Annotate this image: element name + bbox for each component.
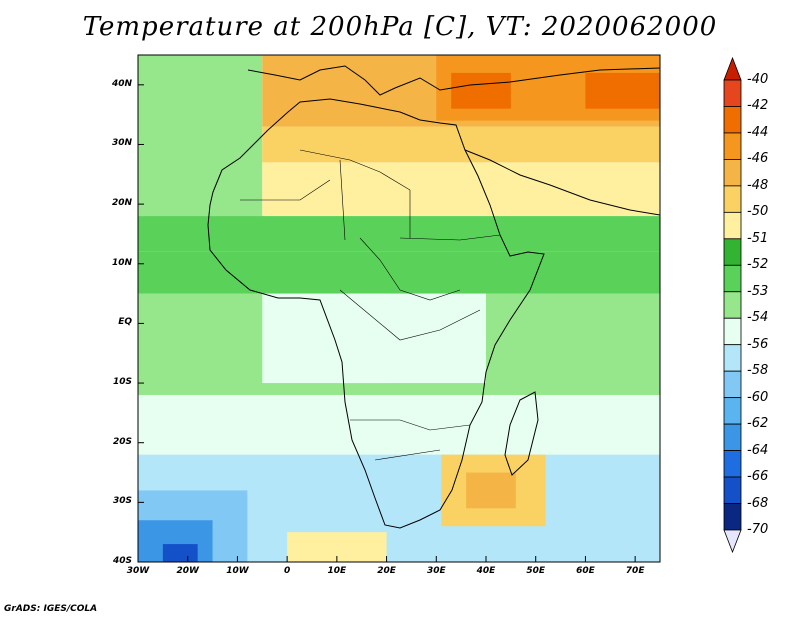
field-region-11 <box>163 544 198 562</box>
colorbar-box <box>724 371 741 397</box>
lat-label: 20S <box>92 437 132 447</box>
colorbar-label: -58 <box>747 363 768 378</box>
lat-label: 20N <box>92 198 132 208</box>
field-region-13 <box>262 294 386 383</box>
colorbar-box <box>724 504 741 530</box>
field-region-4 <box>138 216 660 252</box>
colorbar-box <box>724 186 741 212</box>
lon-label: 60E <box>565 566 605 576</box>
colorbar-top-arrow <box>724 58 741 80</box>
colorbar-box <box>724 424 741 450</box>
field-region-1 <box>138 395 660 455</box>
lat-label: 30N <box>92 138 132 148</box>
colorbar-label: -46 <box>747 151 768 166</box>
colorbar-box <box>724 239 741 265</box>
lat-label: 10S <box>92 377 132 387</box>
lon-label: 20E <box>367 566 407 576</box>
colorbar-bottom-arrow <box>724 530 741 552</box>
colorbar-label: -53 <box>747 284 768 299</box>
lon-label: 50E <box>516 566 556 576</box>
colorbar-box <box>724 345 741 371</box>
colorbar-label: -40 <box>747 72 768 87</box>
colorbar-box <box>724 80 741 106</box>
colorbar-label: -68 <box>747 496 768 511</box>
lat-label: 40N <box>92 79 132 89</box>
lat-label: EQ <box>92 317 132 327</box>
lon-label: 40E <box>466 566 506 576</box>
colorbar-label: -44 <box>747 125 768 140</box>
lon-label: 30W <box>118 566 158 576</box>
colorbar-box <box>724 318 741 344</box>
colorbar <box>724 58 741 552</box>
colorbar-label: -52 <box>747 257 768 272</box>
colorbar-label: -50 <box>747 204 768 219</box>
field-region-7 <box>262 127 660 163</box>
lon-label: 10W <box>217 566 257 576</box>
colorbar-label: -62 <box>747 416 768 431</box>
colorbar-box <box>724 212 741 238</box>
colorbar-label: -56 <box>747 337 768 352</box>
colorbar-label: -66 <box>747 469 768 484</box>
lon-label: 30E <box>416 566 456 576</box>
lat-label: 40S <box>92 556 132 566</box>
colorbar-box <box>724 265 741 291</box>
colorbar-label: -64 <box>747 443 768 458</box>
colorbar-label: -48 <box>747 178 768 193</box>
field-region-18 <box>451 73 511 109</box>
colorbar-label: -51 <box>747 231 768 246</box>
colorbar-box <box>724 398 741 424</box>
field-region-5 <box>138 55 262 216</box>
colorbar-label: -60 <box>747 390 768 405</box>
field-region-19 <box>585 73 660 109</box>
colorbar-box <box>724 477 741 503</box>
colorbar-box <box>724 159 741 185</box>
lon-label: 0 <box>267 566 307 576</box>
colorbar-label: -54 <box>747 310 768 325</box>
colorbar-box <box>724 451 741 477</box>
field-region-6 <box>262 162 660 216</box>
lat-label: 10N <box>92 258 132 268</box>
field-region-15 <box>466 473 516 509</box>
colorbar-box <box>724 133 741 159</box>
colorbar-box <box>724 292 741 318</box>
lon-label: 20W <box>168 566 208 576</box>
lat-label: 30S <box>92 496 132 506</box>
credit-text: GrADS: IGES/COLA <box>4 604 97 614</box>
colorbar-label: -42 <box>747 98 768 113</box>
temperature-field <box>138 55 660 562</box>
lon-label: 10E <box>317 566 357 576</box>
colorbar-label: -70 <box>747 522 768 537</box>
colorbar-box <box>724 106 741 132</box>
lon-label: 70E <box>615 566 655 576</box>
